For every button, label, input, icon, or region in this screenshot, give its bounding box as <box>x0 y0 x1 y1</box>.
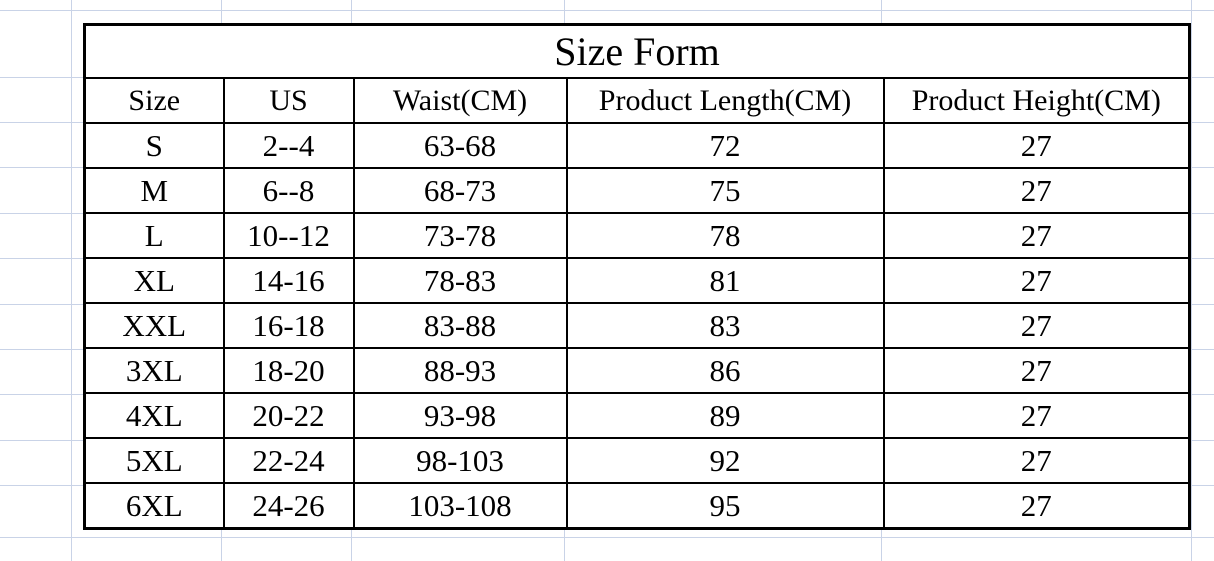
cell-us: 6--8 <box>222 167 355 214</box>
cell-us: 24-26 <box>222 482 355 530</box>
cell-height: 27 <box>882 302 1191 349</box>
cell-size: 3XL <box>83 347 225 394</box>
cell-size: 6XL <box>83 482 225 530</box>
cell-size: 4XL <box>83 392 225 439</box>
table-row-s: S 2--4 63-68 72 27 <box>83 122 1191 169</box>
cell-length: 83 <box>565 302 885 349</box>
table-title-row: Size Form <box>83 23 1191 79</box>
grid-line-vertical <box>71 0 72 561</box>
cell-waist: 63-68 <box>352 122 568 169</box>
cell-waist: 78-83 <box>352 257 568 304</box>
cell-height: 27 <box>882 212 1191 259</box>
size-chart-table: Size Form Size US Waist(CM) Product Leng… <box>83 23 1192 530</box>
cell-length: 95 <box>565 482 885 530</box>
cell-length: 78 <box>565 212 885 259</box>
cell-waist: 88-93 <box>352 347 568 394</box>
cell-length: 72 <box>565 122 885 169</box>
table-row-xl: XL 14-16 78-83 81 27 <box>83 257 1191 304</box>
cell-size: L <box>83 212 225 259</box>
cell-waist: 103-108 <box>352 482 568 530</box>
cell-size: XL <box>83 257 225 304</box>
cell-us: 18-20 <box>222 347 355 394</box>
cell-waist: 93-98 <box>352 392 568 439</box>
table-row-5xl: 5XL 22-24 98-103 92 27 <box>83 437 1191 484</box>
cell-height: 27 <box>882 482 1191 530</box>
cell-height: 27 <box>882 167 1191 214</box>
cell-size: S <box>83 122 225 169</box>
cell-height: 27 <box>882 122 1191 169</box>
cell-us: 22-24 <box>222 437 355 484</box>
cell-length: 75 <box>565 167 885 214</box>
cell-height: 27 <box>882 392 1191 439</box>
cell-size: M <box>83 167 225 214</box>
table-row-6xl: 6XL 24-26 103-108 95 27 <box>83 482 1191 530</box>
cell-us: 2--4 <box>222 122 355 169</box>
cell-size: XXL <box>83 302 225 349</box>
table-header-row: Size US Waist(CM) Product Length(CM) Pro… <box>83 77 1191 124</box>
cell-waist: 83-88 <box>352 302 568 349</box>
cell-height: 27 <box>882 437 1191 484</box>
table-row-l: L 10--12 73-78 78 27 <box>83 212 1191 259</box>
table-row-xxl: XXL 16-18 83-88 83 27 <box>83 302 1191 349</box>
cell-us: 10--12 <box>222 212 355 259</box>
cell-us: 16-18 <box>222 302 355 349</box>
cell-waist: 68-73 <box>352 167 568 214</box>
cell-length: 89 <box>565 392 885 439</box>
cell-height: 27 <box>882 347 1191 394</box>
column-header-size: Size <box>83 77 225 124</box>
grid-line-horizontal <box>0 537 1214 538</box>
table-title: Size Form <box>83 23 1191 79</box>
column-header-product-length: Product Length(CM) <box>565 77 885 124</box>
grid-line-vertical <box>1191 0 1192 561</box>
column-header-waist: Waist(CM) <box>352 77 568 124</box>
grid-line-horizontal <box>0 10 1214 11</box>
cell-waist: 73-78 <box>352 212 568 259</box>
cell-length: 92 <box>565 437 885 484</box>
cell-waist: 98-103 <box>352 437 568 484</box>
table-row-3xl: 3XL 18-20 88-93 86 27 <box>83 347 1191 394</box>
column-header-product-height: Product Height(CM) <box>882 77 1191 124</box>
cell-length: 86 <box>565 347 885 394</box>
column-header-us: US <box>222 77 355 124</box>
table-row-4xl: 4XL 20-22 93-98 89 27 <box>83 392 1191 439</box>
cell-length: 81 <box>565 257 885 304</box>
cell-height: 27 <box>882 257 1191 304</box>
cell-us: 14-16 <box>222 257 355 304</box>
cell-size: 5XL <box>83 437 225 484</box>
cell-us: 20-22 <box>222 392 355 439</box>
table-row-m: M 6--8 68-73 75 27 <box>83 167 1191 214</box>
